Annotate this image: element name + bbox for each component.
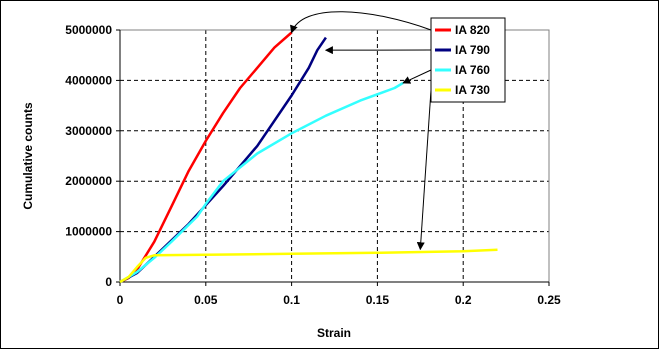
legend: IA 820 IA 790 IA 760 IA 730	[431, 18, 505, 102]
y-tick-label: 1000000	[65, 225, 112, 239]
y-tick-label: 0	[105, 275, 112, 289]
y-axis-title: Cumulative counts	[21, 102, 35, 210]
y-tick-label: 4000000	[65, 73, 112, 87]
legend-label: IA 820	[455, 23, 490, 37]
x-tick-label: 0.15	[366, 293, 390, 307]
x-tick-label: 0.25	[537, 293, 561, 307]
x-tick-label: 0.2	[455, 293, 472, 307]
legend-label: IA 760	[455, 63, 490, 77]
x-tick-label: 0	[117, 293, 124, 307]
legend-label: IA 790	[455, 43, 490, 57]
x-axis-title: Strain	[317, 326, 351, 340]
x-tick-label: 0.1	[283, 293, 300, 307]
y-tick-label: 2000000	[65, 174, 112, 188]
legend-label: IA 730	[455, 83, 490, 97]
y-tick-label: 5000000	[65, 23, 112, 37]
y-tick-label: 3000000	[65, 124, 112, 138]
x-tick-label: 0.05	[194, 293, 218, 307]
